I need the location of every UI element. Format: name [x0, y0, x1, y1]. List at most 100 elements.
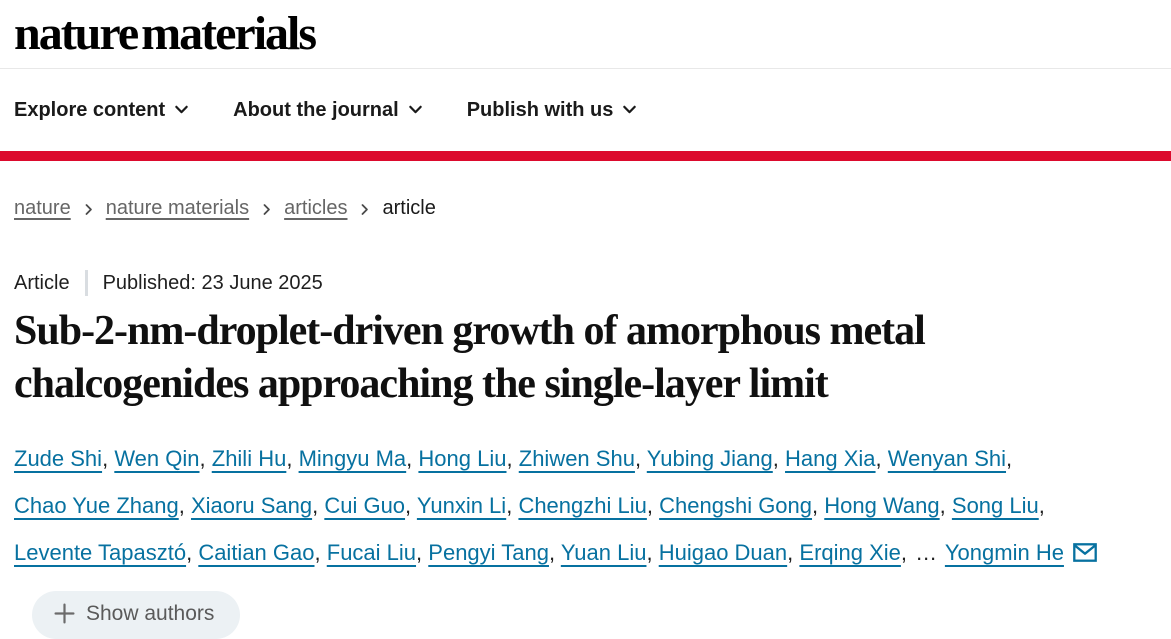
nav-item-publish-with-us[interactable]: Publish with us: [467, 97, 638, 123]
author-separator: ,: [312, 492, 319, 518]
author-item: Yuan Liu,: [561, 540, 653, 565]
author-link[interactable]: Hong Wang: [824, 492, 940, 518]
nav-item-explore-content[interactable]: Explore content: [14, 97, 189, 123]
author-link[interactable]: Pengyi Tang: [428, 539, 549, 565]
author-item: Chao Yue Zhang,: [14, 493, 185, 518]
author-separator: ,: [405, 492, 412, 518]
author-item: Yunxin Li,: [417, 493, 512, 518]
nav-item-label: Explore content: [14, 98, 166, 121]
author-item: Caitian Gao,: [198, 540, 320, 565]
author-item: Wen Qin,: [114, 446, 205, 471]
chevron-down-icon: [174, 100, 189, 123]
chevron-right-icon: [358, 203, 371, 216]
breadcrumb-link-nature-materials[interactable]: nature materials: [105, 197, 250, 219]
nav-item-label: Publish with us: [466, 98, 614, 121]
author-links-group: Zude Shi, Wen Qin, Zhili Hu, Mingyu Ma, …: [14, 446, 1045, 565]
author-link[interactable]: Wenyan Shi: [887, 445, 1007, 471]
email-envelope-icon[interactable]: [1073, 542, 1097, 567]
nav-item-about-the-journal[interactable]: About the journal: [233, 97, 423, 123]
brand-red-bar: [0, 151, 1171, 161]
page-title: Sub-2-nm-droplet-driven growth of amorph…: [14, 308, 926, 408]
author-separator: ,: [506, 445, 513, 471]
chevron-down-icon: [622, 100, 637, 123]
author-link[interactable]: Chengshi Gong: [659, 492, 813, 518]
author-item: Pengyi Tang,: [428, 540, 555, 565]
author-item: Chengzhi Liu,: [518, 493, 653, 518]
article-meta: Article Published: 23 June 2025: [14, 270, 1171, 296]
author-separator: ,: [1006, 445, 1013, 471]
breadcrumb-current-article: article: [382, 197, 436, 219]
author-link[interactable]: Hong Liu: [418, 445, 507, 471]
author-item: Zhiwen Shu,: [519, 446, 641, 471]
author-item: Yubing Jiang,: [647, 446, 779, 471]
author-separator: ,: [646, 539, 653, 565]
show-authors-label: Show authors: [86, 601, 215, 625]
author-item: Song Liu,: [952, 493, 1045, 518]
author-item: Mingyu Ma,: [299, 446, 413, 471]
author-link[interactable]: Mingyu Ma: [298, 445, 407, 471]
authors-ellipsis: …: [915, 539, 938, 565]
author-separator: ,: [900, 539, 908, 565]
show-authors-button[interactable]: Show authors: [32, 590, 241, 639]
author-separator: ,: [875, 445, 882, 471]
meta-divider: [84, 270, 88, 296]
author-separator: ,: [286, 445, 293, 471]
nav-item-label: About the journal: [233, 98, 399, 121]
breadcrumb: nature nature materials articles article: [14, 197, 1171, 220]
main-nav: Explore content About the journal Publis…: [0, 69, 1171, 151]
author-separator: ,: [812, 492, 819, 518]
author-link[interactable]: Caitian Gao: [198, 539, 315, 565]
author-separator: ,: [506, 492, 513, 518]
journal-logo[interactable]: nature materials: [14, 7, 317, 60]
author-link[interactable]: Wen Qin: [114, 445, 200, 471]
plus-icon: [54, 603, 75, 624]
author-link[interactable]: Song Liu: [951, 492, 1039, 518]
author-item: Zhili Hu,: [212, 446, 293, 471]
author-separator: ,: [646, 492, 653, 518]
author-link[interactable]: Chengzhi Liu: [518, 492, 647, 518]
author-link[interactable]: Zhiwen Shu: [518, 445, 635, 471]
author-link[interactable]: Yuan Liu: [560, 539, 647, 565]
author-item: Fucai Liu,: [327, 540, 422, 565]
author-separator: ,: [1038, 492, 1045, 518]
author-separator: ,: [178, 492, 185, 518]
author-link[interactable]: Zhili Hu: [211, 445, 287, 471]
breadcrumb-link-articles[interactable]: articles: [284, 197, 348, 219]
author-link[interactable]: Zude Shi: [14, 445, 103, 471]
author-link[interactable]: Cui Guo: [324, 492, 406, 518]
corresponding-author-link[interactable]: Yongmin He: [944, 539, 1064, 565]
author-item: Xiaoru Sang,: [191, 493, 318, 518]
author-link[interactable]: Fucai Liu: [326, 539, 417, 565]
author-link[interactable]: Yunxin Li: [416, 492, 507, 518]
author-item: Wenyan Shi,: [888, 446, 1012, 471]
corresponding-author: Yongmin He: [945, 540, 1097, 565]
author-separator: ,: [102, 445, 109, 471]
author-link[interactable]: Chao Yue Zhang: [14, 492, 179, 518]
author-separator: ,: [772, 445, 779, 471]
author-link[interactable]: Yubing Jiang: [646, 445, 773, 471]
author-separator: ,: [199, 445, 206, 471]
logo-row: nature materials: [0, 0, 1171, 69]
published-date: Published: 23 June 2025: [102, 271, 323, 294]
author-item: Hong Wang,: [824, 493, 946, 518]
author-separator: ,: [939, 492, 946, 518]
chevron-down-icon: [408, 100, 423, 123]
author-link[interactable]: Hang Xia: [785, 445, 876, 471]
author-separator: ,: [406, 445, 413, 471]
author-link[interactable]: Erqing Xie: [799, 539, 901, 565]
author-item: Erqing Xie,: [799, 540, 907, 565]
author-item: Cui Guo,: [324, 493, 411, 518]
author-link[interactable]: Levente Tapasztó: [14, 539, 187, 565]
article-header: Article Published: 23 June 2025 Sub-2-nm…: [0, 270, 1171, 639]
author-link[interactable]: Xiaoru Sang: [190, 492, 313, 518]
author-separator: ,: [416, 539, 423, 565]
breadcrumb-link-nature[interactable]: nature: [14, 197, 71, 219]
article-type-label: Article: [14, 271, 70, 294]
site-header: nature materials Explore content About t…: [0, 0, 1171, 161]
chevron-right-icon: [260, 203, 273, 216]
author-separator: ,: [548, 539, 556, 565]
chevron-right-icon: [82, 203, 95, 216]
author-item: Hang Xia,: [785, 446, 882, 471]
author-separator: ,: [314, 539, 321, 565]
author-link[interactable]: Huigao Duan: [658, 539, 788, 565]
